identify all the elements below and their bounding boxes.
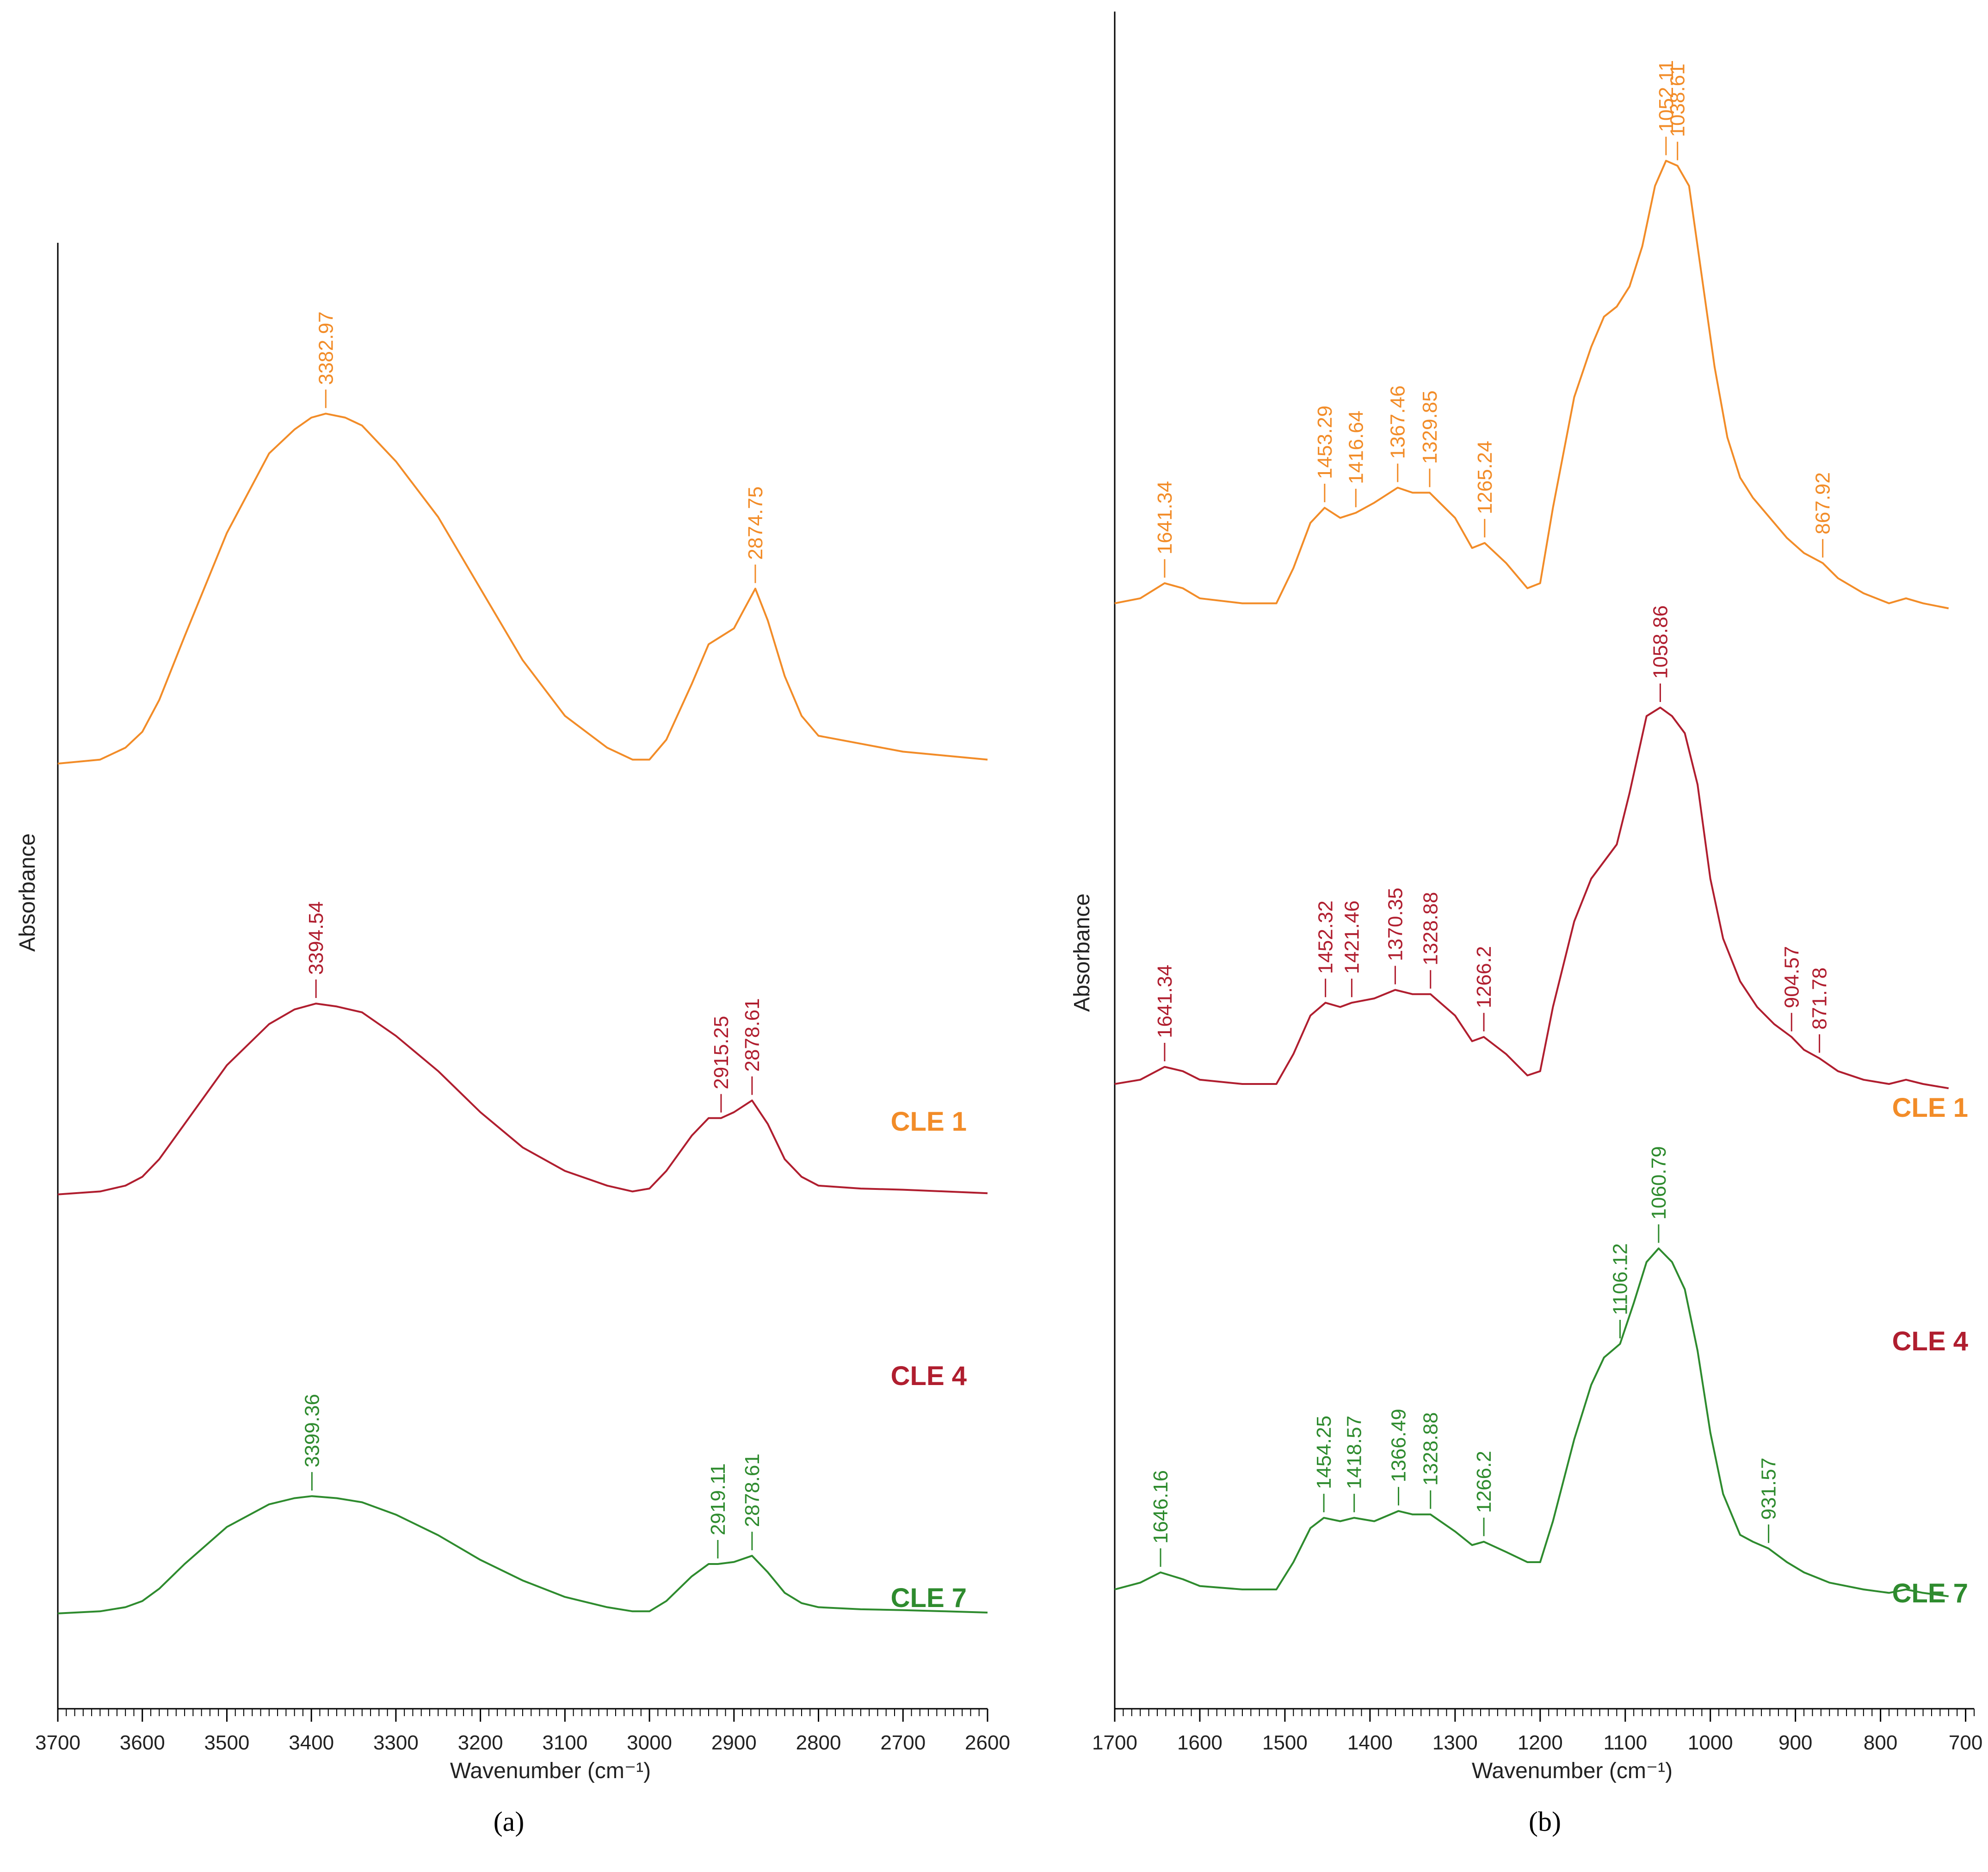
x-tick-label: 1200 <box>1518 1731 1563 1754</box>
panel-b-caption: (b) <box>1529 1806 1561 1837</box>
series-line-cle-4 <box>1114 707 1949 1090</box>
y-axis-label: Absorbance <box>1070 893 1094 1012</box>
peak-label-cle-4: 1452.32 <box>1315 900 1337 974</box>
peak-label-cle-4: 1421.46 <box>1340 900 1363 974</box>
x-tick-label: 3300 <box>373 1731 419 1754</box>
peak-label-cle-4: 1058.86 <box>1649 605 1672 679</box>
series-label-cle-1: CLE 1 <box>1892 1093 1968 1123</box>
peak-label-cle-1: 1265.24 <box>1474 441 1496 514</box>
peak-label-cle-4: 2878.61 <box>741 998 764 1072</box>
x-tick-label: 800 <box>1864 1731 1897 1754</box>
x-tick-label: 1000 <box>1688 1731 1733 1754</box>
peak-label-cle-1: 1052.11 <box>1655 60 1678 132</box>
series-line-cle-1 <box>57 413 988 765</box>
peak-label-cle-7: 1366.49 <box>1388 1409 1410 1482</box>
panel-a-caption: (a) <box>493 1806 525 1837</box>
peak-label-cle-7: 1646.16 <box>1149 1470 1172 1544</box>
peak-label-cle-7: 1328.88 <box>1420 1412 1442 1486</box>
peak-label-cle-1: 1367.46 <box>1387 385 1409 459</box>
y-axis-label: Absorbance <box>15 833 40 952</box>
peak-label-cle-4: 2915.25 <box>710 1016 733 1090</box>
x-tick-label: 1300 <box>1432 1731 1478 1754</box>
x-tick-label: 3600 <box>120 1731 165 1754</box>
series-line-cle-7 <box>1114 1247 1949 1597</box>
series-label-cle-4: CLE 4 <box>1892 1326 1968 1356</box>
peak-label-cle-1: 2874.75 <box>744 486 767 560</box>
peak-label-cle-7: 1106.12 <box>1609 1243 1632 1315</box>
x-tick-label: 3000 <box>627 1731 672 1754</box>
x-axis-label: Wavenumber (cm⁻¹) <box>1472 1759 1673 1783</box>
series-line-cle-1 <box>1114 160 1949 610</box>
peak-label-cle-4: 3394.54 <box>305 901 327 975</box>
x-tick-label: 1700 <box>1092 1731 1137 1754</box>
x-axis-label: Wavenumber (cm⁻¹) <box>450 1759 651 1783</box>
peak-label-cle-1: 1038.61 <box>1667 63 1689 137</box>
series-line-cle-4 <box>57 1003 988 1195</box>
peak-label-cle-1: 867.92 <box>1812 472 1834 535</box>
x-tick-label: 1100 <box>1603 1731 1647 1754</box>
x-tick-label: 3200 <box>458 1731 503 1754</box>
x-tick-label: 900 <box>1778 1731 1812 1754</box>
x-tick-label: 700 <box>1949 1731 1982 1754</box>
x-tick-label: 3400 <box>289 1731 334 1754</box>
x-tick-label: 1400 <box>1347 1731 1393 1754</box>
peak-label-cle-7: 1418.57 <box>1343 1416 1366 1489</box>
x-tick-label: 3700 <box>35 1731 80 1754</box>
peak-label-cle-4: 1266.2 <box>1473 946 1495 1009</box>
peak-label-cle-4: 871.78 <box>1809 967 1831 1030</box>
series-label-cle-7: CLE 7 <box>1892 1578 1968 1608</box>
peak-label-cle-7: 931.57 <box>1758 1458 1780 1520</box>
peak-label-cle-7: 2878.61 <box>741 1453 764 1527</box>
x-tick-label: 2800 <box>796 1731 841 1754</box>
series-label-cle-4: CLE 4 <box>891 1361 967 1391</box>
peak-label-cle-7: 1454.25 <box>1313 1416 1335 1489</box>
peak-label-cle-7: 1060.79 <box>1648 1146 1670 1219</box>
panel-b-spectra: 1700 1600 1500 1400 1300 1200 1100 1000 900 800 70… <box>1070 12 1982 1783</box>
x-tick-label: 1600 <box>1177 1731 1222 1754</box>
series-label-cle-7: CLE 7 <box>891 1583 967 1613</box>
peak-label-cle-1: 1329.85 <box>1419 390 1441 464</box>
series-line-cle-7 <box>57 1495 988 1614</box>
peak-label-cle-1: 3382.97 <box>315 311 337 385</box>
peak-label-cle-4: 1328.88 <box>1420 892 1442 966</box>
peak-label-cle-7: 1266.2 <box>1473 1451 1495 1513</box>
x-tick-label: 2700 <box>880 1731 926 1754</box>
x-tick-label: 3100 <box>542 1731 587 1754</box>
peak-label-cle-1: 1641.34 <box>1154 481 1176 554</box>
x-tick-label: 3500 <box>204 1731 250 1754</box>
x-tick-label: 2600 <box>965 1731 1010 1754</box>
x-tick-label: 2900 <box>711 1731 757 1754</box>
peak-label-cle-7: 2919.11 <box>707 1463 729 1535</box>
panel-a-spectra: 3700 3600 3500 3400 3300 3200 3100 3000 2900 2800… <box>15 243 1010 1783</box>
peak-label-cle-1: 1416.64 <box>1345 411 1367 484</box>
series-label-cle-1: CLE 1 <box>891 1107 967 1137</box>
peak-label-cle-1: 1453.29 <box>1314 406 1336 479</box>
peak-label-cle-4: 1641.34 <box>1154 965 1176 1038</box>
peak-label-cle-7: 3399.36 <box>301 1394 323 1467</box>
x-tick-label: 1500 <box>1262 1731 1308 1754</box>
peak-label-cle-4: 1370.35 <box>1384 887 1407 961</box>
peak-label-cle-4: 904.57 <box>1780 946 1803 1009</box>
